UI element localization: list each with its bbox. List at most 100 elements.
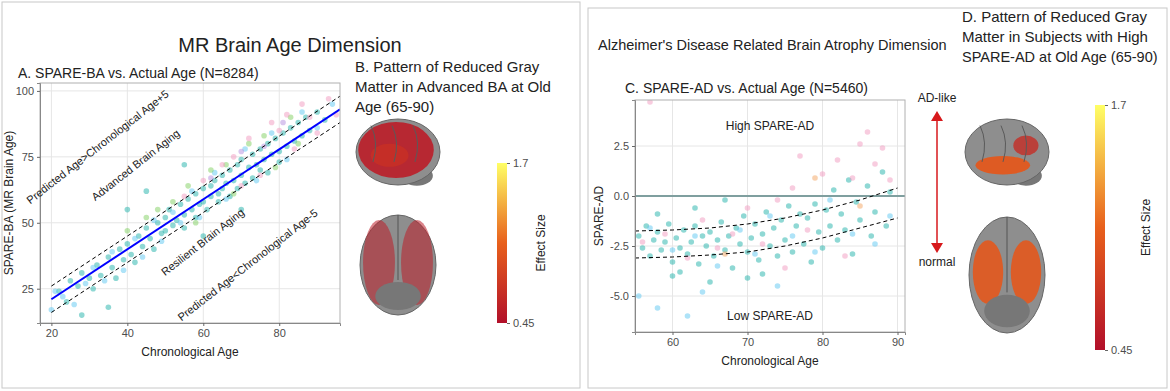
point [868, 233, 874, 239]
grid-line [822, 100, 823, 332]
point [113, 275, 119, 281]
plot-border [40, 83, 340, 323]
annotation: Low SPARE-AD [727, 309, 813, 323]
y-axis-title: SPARE-BA (MR Brain Age) [2, 131, 16, 276]
point [786, 203, 792, 209]
cortex [965, 119, 1049, 185]
point [276, 159, 282, 165]
axis-line [632, 101, 636, 333]
tick-mark [632, 146, 635, 147]
point [178, 202, 184, 208]
point [835, 237, 841, 243]
point [812, 249, 818, 255]
point [125, 207, 131, 213]
point [827, 197, 833, 203]
tick: 1.7 [1105, 99, 1126, 111]
panel-frame [2, 2, 580, 388]
tick: 25 [22, 283, 40, 295]
axis-line [508, 164, 511, 324]
midline [398, 215, 399, 280]
point [655, 211, 661, 217]
grid-line [40, 90, 340, 91]
y-axis: 255075100 [16, 84, 41, 324]
x-axis: 20406080 [41, 323, 341, 339]
point [745, 205, 751, 211]
y-axis: 2.50.0-2.5-5.0 [610, 101, 635, 333]
arrow-head [931, 243, 943, 253]
point [132, 260, 138, 266]
point [812, 201, 818, 207]
point [314, 130, 320, 136]
colorbar [497, 163, 507, 323]
axis-line [636, 333, 906, 336]
tick: -5.0 [610, 290, 635, 302]
point [692, 205, 698, 211]
cortex [360, 215, 436, 315]
brain-ventral [360, 215, 436, 315]
brain-lateral [965, 119, 1049, 186]
point [737, 227, 743, 233]
point [276, 128, 282, 134]
tick: 60 [667, 332, 679, 348]
point [842, 253, 848, 259]
tick-label: 60 [667, 336, 679, 348]
point [748, 235, 754, 241]
sulcus [413, 126, 418, 162]
tick: 75 [22, 151, 40, 163]
tick-mark [37, 91, 40, 92]
tick: 90 [892, 332, 904, 348]
point [90, 286, 96, 292]
colorbar [1095, 105, 1105, 350]
chart-title: Matter in Subjects with High [962, 28, 1148, 45]
atrophy-region [973, 240, 1003, 304]
grid [635, 100, 905, 332]
point [838, 211, 844, 217]
point [178, 220, 184, 226]
cortex [969, 217, 1045, 333]
point [185, 183, 191, 189]
point [193, 220, 199, 226]
point [208, 167, 214, 173]
point [265, 170, 271, 176]
point [745, 275, 751, 281]
point [872, 241, 878, 247]
point [640, 239, 646, 245]
point [200, 178, 206, 184]
point [681, 227, 687, 233]
tick-mark [898, 332, 899, 335]
arrow-head [931, 111, 943, 121]
point [670, 247, 676, 253]
grid-line [635, 146, 905, 147]
brain-ventral [969, 217, 1045, 333]
tick-mark [632, 246, 635, 247]
tick-mark [1105, 105, 1108, 106]
point [883, 223, 889, 229]
point [718, 219, 724, 225]
point [812, 175, 818, 181]
point [299, 109, 305, 115]
point [820, 245, 826, 251]
tick-label: 1.7 [1111, 99, 1126, 111]
tick-mark [279, 323, 280, 326]
sulcus [371, 126, 376, 162]
point [106, 304, 112, 310]
point [106, 254, 112, 260]
tick-mark [823, 332, 824, 335]
point [670, 259, 676, 265]
tick-label: 60 [198, 327, 210, 339]
point [850, 175, 856, 181]
chart-title: Matter in Advanced BA at Old [355, 78, 551, 95]
point [782, 265, 788, 271]
tick: 70 [742, 332, 754, 348]
point [254, 178, 260, 184]
point [703, 243, 709, 249]
tick-label: 100 [16, 85, 34, 97]
point [144, 215, 150, 221]
tick-mark [507, 163, 510, 164]
point [60, 294, 66, 300]
point [280, 120, 286, 126]
x-axis: 60 70 80 90 [636, 332, 906, 348]
grid-line [747, 100, 748, 332]
point [330, 101, 336, 107]
tick-label: 80 [817, 336, 829, 348]
